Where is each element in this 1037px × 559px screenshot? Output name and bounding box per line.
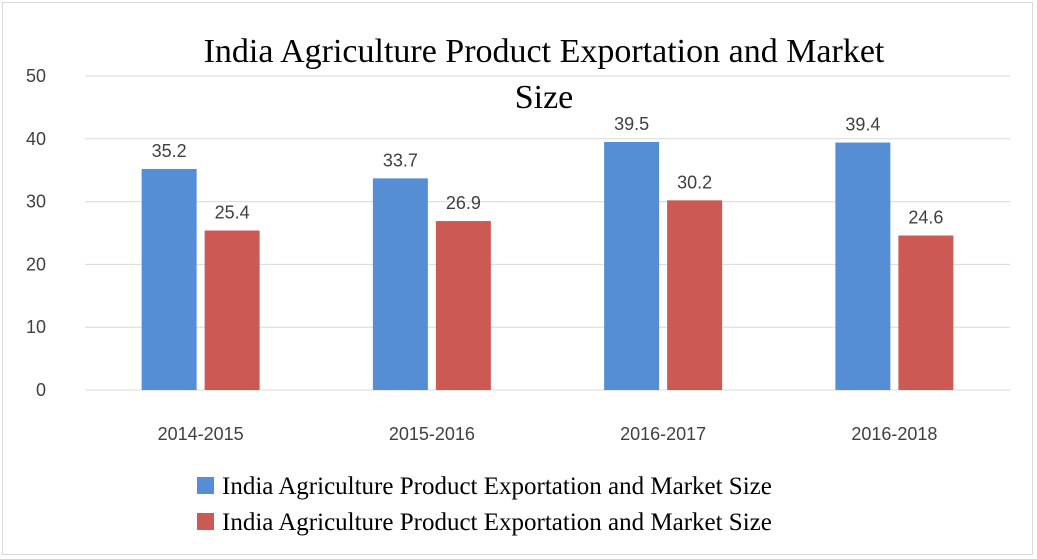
legend-label-series-1: India Agriculture Product Exportation an… xyxy=(222,473,772,500)
data-labels: 35.2 25.4 33.7 26.9 39.5 30.2 39.4 24.6 xyxy=(152,114,944,228)
x-tick-label: 2015-2016 xyxy=(389,424,475,444)
legend-label-series-2: India Agriculture Product Exportation an… xyxy=(222,509,772,536)
data-label-series-2: 26.9 xyxy=(446,193,481,213)
data-label-series-1: 35.2 xyxy=(152,141,187,161)
legend-swatch-series-1 xyxy=(197,477,214,494)
bar-series-1-2015-2016 xyxy=(372,178,428,390)
x-tick-label: 2014-2015 xyxy=(158,424,244,444)
y-tick-label: 40 xyxy=(26,129,46,149)
y-tick-label: 20 xyxy=(26,254,46,274)
data-label-series-1: 39.5 xyxy=(614,114,649,134)
data-label-series-2: 30.2 xyxy=(677,172,712,192)
data-label-series-1: 33.7 xyxy=(383,150,418,170)
chart-title-line-1: India Agriculture Product Exportation an… xyxy=(204,33,885,70)
data-label-series-1: 39.4 xyxy=(845,115,880,135)
y-tick-label: 50 xyxy=(26,66,46,86)
y-tick-label: 10 xyxy=(26,317,46,337)
bar-series-2-2016-2017 xyxy=(667,200,723,390)
bar-series-2-2016-2018 xyxy=(898,235,954,390)
y-tick-label: 0 xyxy=(36,380,46,400)
x-axis-ticks: 2014-2015 2015-2016 2016-2017 2016-2018 xyxy=(158,424,938,444)
chart-title-line-2: Size xyxy=(515,79,574,116)
data-label-series-2: 24.6 xyxy=(908,208,943,228)
bar-series-2-2015-2016 xyxy=(435,221,491,390)
data-label-series-2: 25.4 xyxy=(215,202,250,222)
x-tick-label: 2016-2017 xyxy=(620,424,706,444)
bar-series-2-2014-2015 xyxy=(204,230,260,390)
bar-series-1-2016-2017 xyxy=(604,141,660,390)
y-tick-label: 30 xyxy=(26,192,46,212)
bar-series-1-2014-2015 xyxy=(141,168,197,390)
bar-series-1-2016-2018 xyxy=(835,142,891,390)
legend: India Agriculture Product Exportation an… xyxy=(197,473,772,536)
x-tick-label: 2016-2018 xyxy=(851,424,937,444)
bars xyxy=(141,141,954,390)
legend-swatch-series-2 xyxy=(197,513,214,530)
y-axis-ticks: 0 10 20 30 40 50 xyxy=(26,66,46,400)
